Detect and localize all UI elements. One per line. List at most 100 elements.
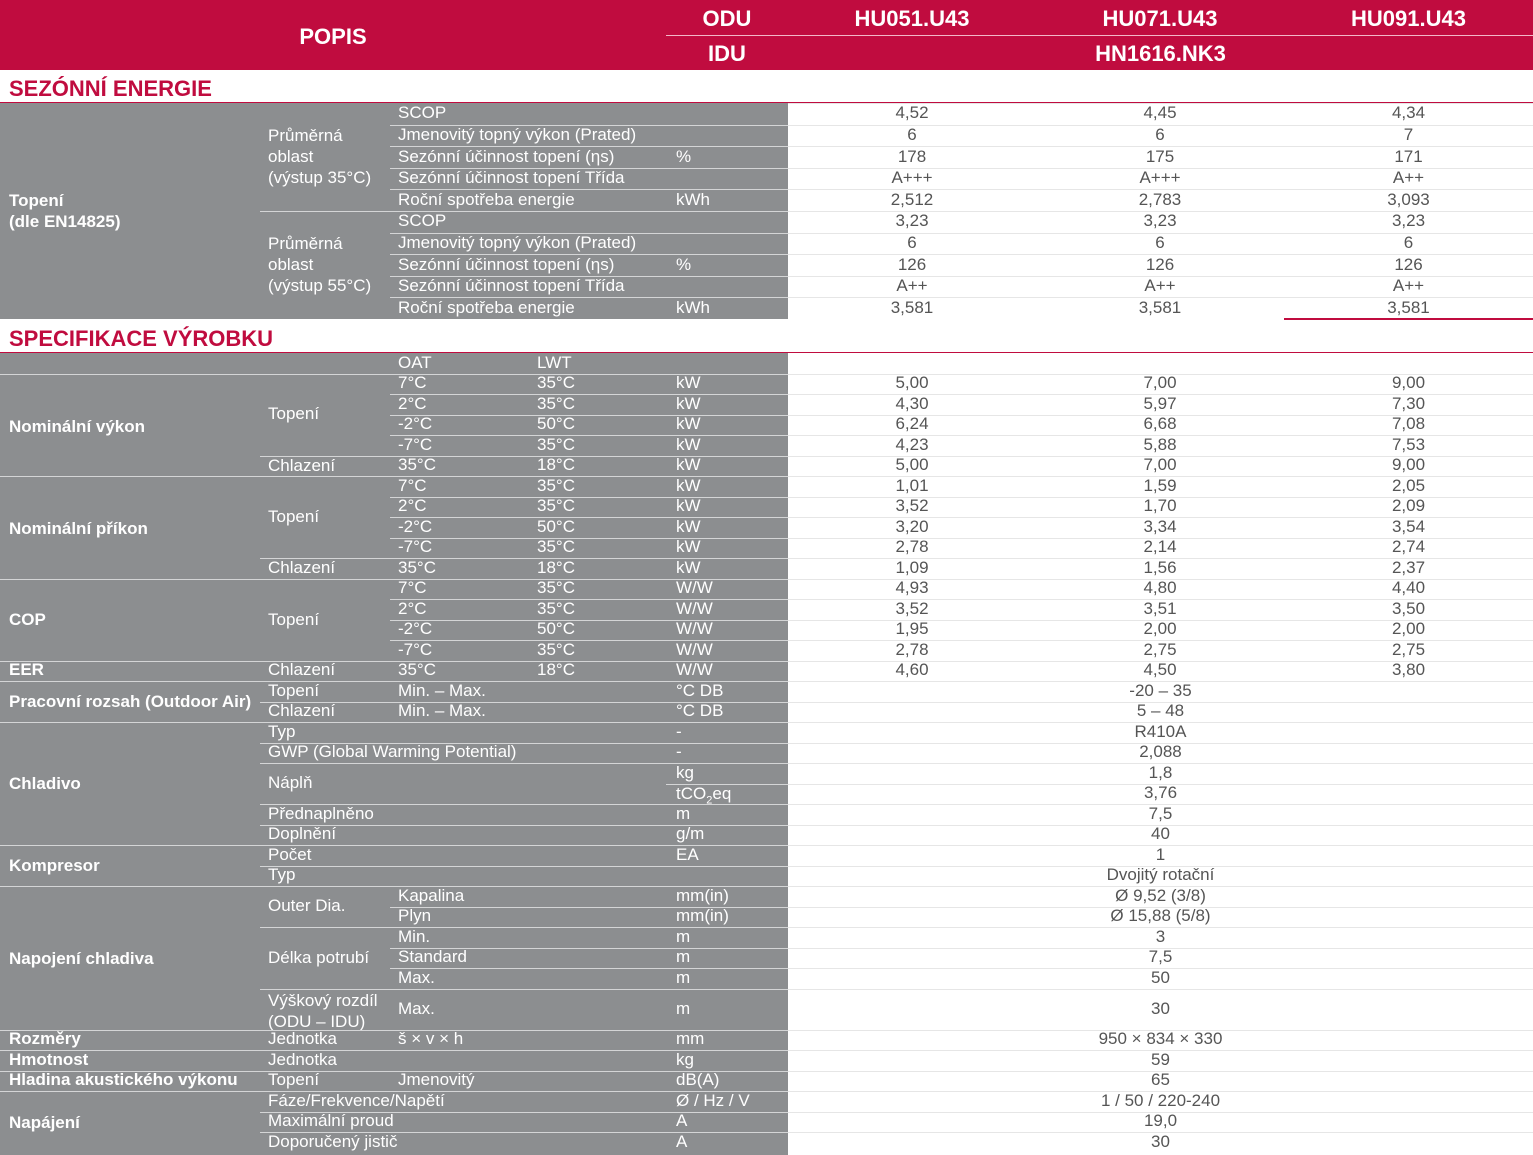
value-cell: 30 bbox=[1151, 998, 1170, 1018]
outer-dia-label: Outer Dia. bbox=[268, 896, 346, 916]
value-cell: 4,60 bbox=[895, 660, 929, 680]
mode-label: Chlazení bbox=[268, 701, 336, 721]
pipe-length-label: Délka potrubí bbox=[268, 947, 370, 967]
precharge-label: Přednaplněno bbox=[268, 803, 374, 823]
value-cell: 126 bbox=[1145, 254, 1175, 274]
section-title-text: SEZÓNNÍ ENERGIE bbox=[9, 76, 212, 101]
row-divider bbox=[788, 988, 1533, 990]
oat-value: 7°C bbox=[398, 475, 427, 495]
sub-label: Topení bbox=[268, 1070, 320, 1090]
row-divider bbox=[0, 681, 788, 682]
value-cell: 9,00 bbox=[1391, 373, 1426, 393]
value-cell: A++ bbox=[1392, 168, 1425, 188]
row-divider bbox=[260, 701, 788, 703]
value-cell: 178 bbox=[897, 146, 927, 166]
unit-label: - bbox=[676, 742, 682, 762]
oat-value: 2°C bbox=[398, 393, 427, 413]
row-divider bbox=[788, 947, 1533, 949]
param-label: Jmenovitý bbox=[398, 1070, 475, 1090]
group-label: Nominální výkon bbox=[9, 416, 146, 436]
row-divider bbox=[260, 455, 788, 457]
row-divider bbox=[788, 124, 1533, 126]
value-cell: 2,78 bbox=[895, 537, 929, 557]
value-cell: 3,093 bbox=[1387, 189, 1430, 209]
value-cell: 3,50 bbox=[1391, 598, 1426, 618]
lwt-value: 35°C bbox=[537, 475, 575, 495]
table-header: POPIS ODU IDU HU051.U43 HU071.U43 HU091.… bbox=[0, 0, 1533, 70]
value-cell: 175 bbox=[1145, 146, 1175, 166]
param-label: Min. – Max. bbox=[398, 701, 486, 721]
value-cell: 5,88 bbox=[1143, 434, 1177, 454]
value-cell: 6 bbox=[1403, 232, 1414, 252]
model-2: HU071.U43 bbox=[1102, 6, 1218, 31]
value-cell: 40 bbox=[1151, 824, 1170, 844]
row-divider bbox=[390, 906, 788, 908]
max-label: Max. bbox=[398, 998, 435, 1018]
value-cell: 4,93 bbox=[895, 578, 929, 598]
unit-label: m bbox=[676, 998, 691, 1018]
lwt-value: 18°C bbox=[537, 455, 575, 475]
model-3: HU091.U43 bbox=[1351, 6, 1466, 31]
row-divider bbox=[788, 886, 1533, 887]
row-divider bbox=[788, 968, 1533, 969]
min-label: Min. bbox=[398, 926, 431, 946]
row-divider bbox=[788, 681, 1533, 682]
value-cell: 3 bbox=[1155, 926, 1166, 946]
row-divider bbox=[390, 968, 788, 969]
value-cell: 2,00 bbox=[1143, 619, 1177, 639]
unit-label: m bbox=[676, 926, 691, 946]
value-cell: 1,8 bbox=[1148, 762, 1173, 782]
value-cell: 3,76 bbox=[1143, 783, 1178, 803]
lwt-value: 50°C bbox=[537, 516, 575, 536]
lwt-value: 35°C bbox=[537, 496, 575, 516]
specs-value-block bbox=[788, 353, 1533, 1155]
param-label: Roční spotřeba energie bbox=[398, 297, 575, 317]
gas-label: Plyn bbox=[398, 906, 432, 926]
row-divider bbox=[788, 763, 1533, 764]
unit-label: °C DB bbox=[676, 680, 724, 700]
value-cell: Ø 15,88 (5/8) bbox=[1110, 906, 1211, 926]
row-divider bbox=[390, 414, 788, 416]
group-label-topeni: Topení (dle EN14825) bbox=[9, 191, 121, 231]
value-cell: 5,00 bbox=[895, 455, 929, 475]
group-label-cop: COP bbox=[9, 610, 46, 630]
value-cell: 3,23 bbox=[1391, 211, 1426, 231]
value-cell: 2,088 bbox=[1139, 742, 1182, 762]
row-divider bbox=[390, 537, 788, 539]
row-divider bbox=[788, 189, 1533, 191]
lwt-value: 18°C bbox=[537, 660, 575, 680]
unit-part: eq bbox=[712, 783, 732, 803]
unit-label: Ø / Hz / V bbox=[676, 1090, 750, 1110]
row-divider bbox=[0, 578, 788, 580]
subgroup-heating: Topení bbox=[268, 610, 320, 630]
power-param-label: Doporučený jistič bbox=[268, 1131, 398, 1151]
param-label: Jmenovitý topný výkon (Prated) bbox=[398, 124, 637, 144]
unit-label: °C DB bbox=[676, 701, 724, 721]
row-divider bbox=[390, 146, 788, 148]
unit-label: kW bbox=[676, 537, 701, 557]
value-cell: 2,14 bbox=[1143, 537, 1177, 557]
row-divider bbox=[788, 1091, 1533, 1092]
value-cell: 4,40 bbox=[1391, 578, 1426, 598]
unit-label: W/W bbox=[676, 619, 713, 639]
value-cell: 30 bbox=[1151, 1131, 1170, 1151]
value-cell: 3,23 bbox=[1143, 211, 1177, 231]
lwt-value: 18°C bbox=[537, 557, 575, 577]
unit-subscript: 2 bbox=[706, 793, 713, 806]
value-cell: 3,52 bbox=[895, 496, 929, 516]
oat-value: -7°C bbox=[398, 434, 433, 454]
oat-value: 35°C bbox=[398, 557, 436, 577]
row-divider bbox=[390, 394, 788, 395]
row-divider bbox=[260, 824, 788, 826]
unit-label: kW bbox=[676, 557, 701, 577]
unit-label: kg bbox=[676, 762, 694, 782]
oat-value: 7°C bbox=[398, 578, 427, 598]
row-divider bbox=[390, 254, 788, 256]
value-cell: -20 – 35 bbox=[1129, 680, 1192, 700]
row-divider bbox=[260, 804, 788, 805]
value-cell: 5,00 bbox=[895, 373, 929, 393]
row-divider bbox=[788, 845, 1533, 846]
row-divider bbox=[0, 722, 788, 723]
unit-label: kW bbox=[676, 475, 701, 495]
row-divider bbox=[788, 722, 1533, 723]
